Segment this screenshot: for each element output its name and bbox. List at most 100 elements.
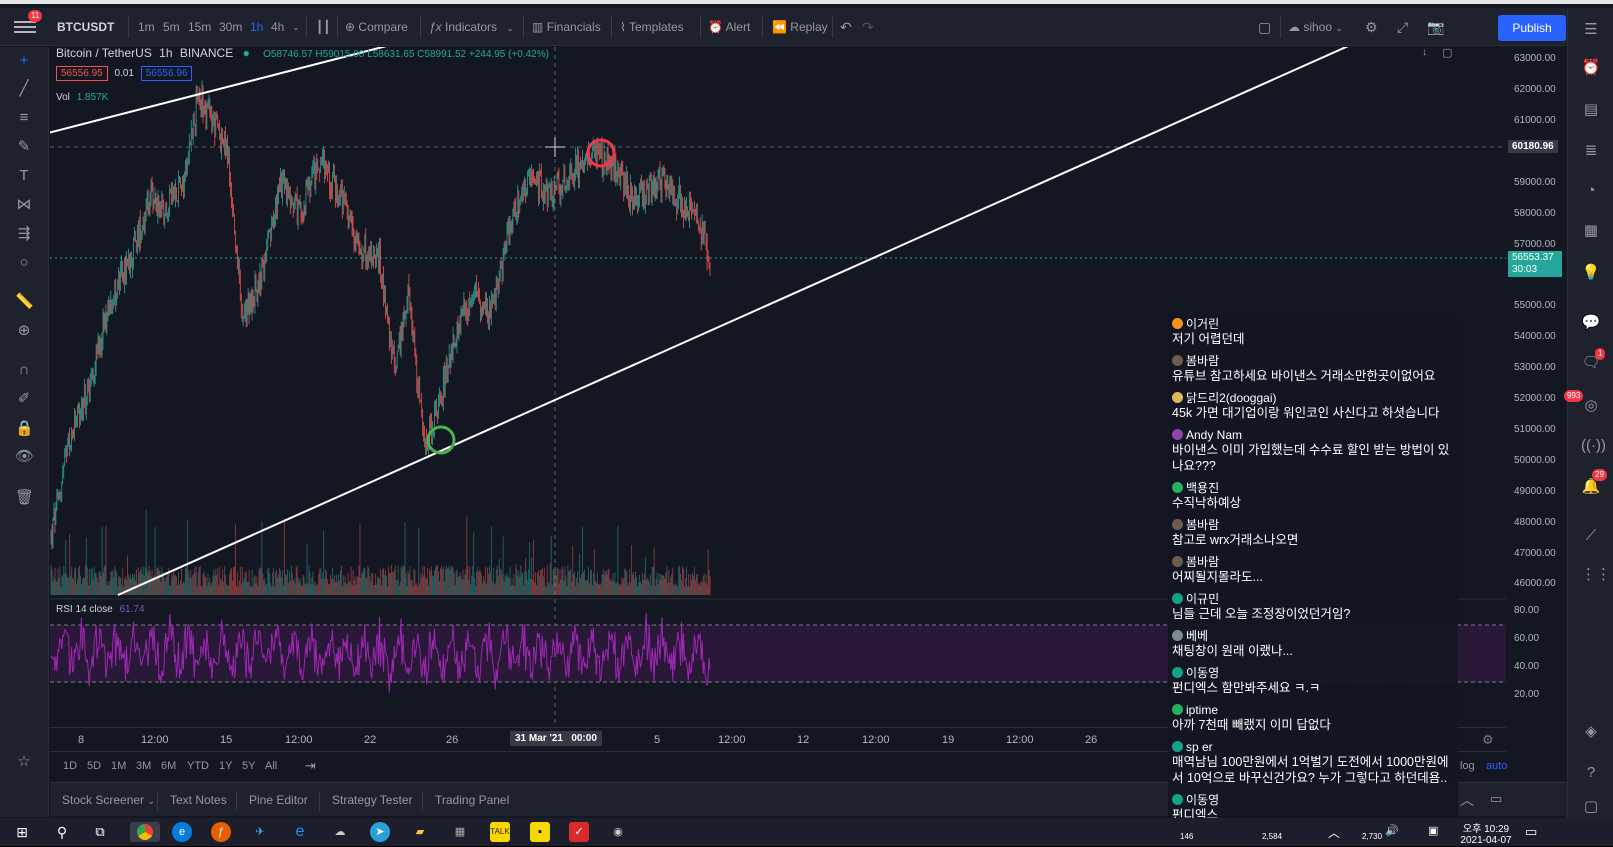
buy-price-button[interactable]: 56556.96 <box>140 66 193 81</box>
collapse-panel-icon[interactable]: ︿ <box>1460 792 1474 808</box>
interval-4h[interactable]: 4h <box>271 20 285 34</box>
file-explorer-icon[interactable]: ▰ <box>415 826 425 838</box>
ime-icon[interactable]: ▣ <box>1428 825 1439 837</box>
candle-style-icon[interactable]: ┃┃ <box>316 20 331 34</box>
calendar-icon[interactable]: ▦ <box>1583 222 1599 239</box>
stay-drawing-icon[interactable]: ✐ <box>17 390 31 407</box>
undo-icon[interactable]: ↶ <box>840 19 852 35</box>
range-1m[interactable]: 1M <box>111 760 127 772</box>
ie-icon[interactable]: e <box>295 823 305 840</box>
scroll-down-icon[interactable]: ↓ <box>1422 46 1428 58</box>
range-1d[interactable]: 1D <box>63 760 78 772</box>
chat-username[interactable]: 봄바람 <box>1172 554 1458 569</box>
range-5d[interactable]: 5D <box>87 760 102 772</box>
chat-username[interactable]: 이동영 <box>1172 792 1458 807</box>
search-icon[interactable]: ⚲ <box>56 824 68 840</box>
action-center-icon[interactable]: ▭ <box>1525 824 1538 839</box>
pattern-icon[interactable]: ⋈ <box>16 196 32 213</box>
dom-icon[interactable]: ⋮⋮ <box>1581 566 1611 583</box>
chrome-icon[interactable] <box>130 822 160 842</box>
star-icon[interactable]: ☆ <box>17 753 31 770</box>
shape-circle-icon[interactable]: ○ <box>19 254 29 271</box>
hamburger-menu-icon[interactable] <box>14 18 36 36</box>
red-app-icon[interactable]: ✓ <box>569 822 589 842</box>
tab-pine-editor[interactable]: Pine Editor <box>249 793 308 807</box>
range-6m[interactable]: 6M <box>161 760 177 772</box>
range-1y[interactable]: 1Y <box>219 760 233 772</box>
interval-dropdown-icon[interactable]: ⌄ <box>292 22 300 32</box>
symbol-search[interactable]: BTCUSDT <box>57 20 115 34</box>
prediction-icon[interactable]: ⇶ <box>17 225 31 242</box>
templates-button[interactable]: ⌇ Templates <box>620 17 684 37</box>
alerts-clock-icon[interactable]: ⏰ <box>1581 59 1601 76</box>
windows-start-icon[interactable]: ⊞ <box>16 824 28 840</box>
text-tool-icon[interactable]: T <box>19 167 29 184</box>
telegram-icon[interactable]: ➤ <box>370 822 390 842</box>
watchlist-icon[interactable]: ☰ <box>1584 21 1598 38</box>
replay-button[interactable]: ⏪ Replay <box>772 17 828 37</box>
hotlist-icon[interactable]: ◔ <box>1586 182 1596 199</box>
settings-gear-icon[interactable]: ⚙ <box>1365 19 1378 35</box>
fib-icon[interactable]: ≡ <box>19 109 29 126</box>
task-view-icon[interactable]: ⧉ <box>95 824 105 839</box>
publish-button[interactable]: Publish <box>1498 15 1566 41</box>
axis-settings-gear-icon[interactable]: ⚙ <box>1482 732 1494 747</box>
range-5y[interactable]: 5Y <box>242 760 256 772</box>
interval-30m[interactable]: 30m <box>219 20 243 34</box>
chat-username[interactable]: 이동영 <box>1172 665 1458 680</box>
chat-username[interactable]: 베베 <box>1172 628 1458 643</box>
compare-button[interactable]: ⊕ Compare <box>345 17 408 37</box>
tab-trading-panel[interactable]: Trading Panel <box>435 793 510 807</box>
financials-button[interactable]: ▥ Financials <box>532 17 601 37</box>
redo-icon[interactable]: ↷ <box>862 19 874 35</box>
range-ytd[interactable]: YTD <box>187 760 209 772</box>
streams-icon[interactable]: ◎ <box>1584 397 1598 414</box>
lock-icon[interactable]: 🔒 <box>15 420 34 437</box>
firefox-icon[interactable]: ƒ <box>211 822 231 842</box>
tab-text-notes[interactable]: Text Notes <box>170 793 227 807</box>
obs-icon[interactable]: ◉ <box>613 826 623 838</box>
bird-app-icon[interactable]: ✈ <box>255 826 265 838</box>
tray-chevron-icon[interactable]: ︿ <box>1328 826 1341 840</box>
chats-icon[interactable]: 💬 <box>1581 314 1601 331</box>
chat-username[interactable]: Andy Nam <box>1172 427 1458 442</box>
chat-username[interactable]: 봄바람 <box>1172 353 1458 368</box>
help-icon[interactable]: ? <box>1586 764 1596 781</box>
sell-price-button[interactable]: 56556.95 <box>56 66 108 81</box>
chat-username[interactable]: iptime <box>1172 702 1458 717</box>
indicators-button[interactable]: ƒx Indicators ⌄ <box>429 17 514 37</box>
maximize-pane-icon[interactable]: ▢ <box>1442 47 1453 59</box>
interval-1m[interactable]: 1m <box>138 20 155 34</box>
zoom-icon[interactable]: ⊕ <box>17 322 31 339</box>
feedback-icon[interactable]: ▢ <box>1583 798 1599 815</box>
crosshair-icon[interactable]: + <box>19 52 29 69</box>
time-axis[interactable]: 8 12:00 15 12:00 22 26 31 Mar '21 00:00 … <box>50 727 1506 751</box>
chat-username[interactable]: 닭드리2(dooggai) <box>1172 390 1458 405</box>
fullscreen-icon[interactable]: ⤢ <box>1397 19 1409 35</box>
data-window-icon[interactable]: ≣ <box>1584 142 1598 159</box>
speaker-icon[interactable]: 🔊 <box>1385 825 1399 837</box>
range-3m[interactable]: 3M <box>136 760 152 772</box>
auto-scale-toggle[interactable]: auto <box>1486 760 1508 772</box>
interval-15m[interactable]: 15m <box>188 20 212 34</box>
kakaotalk-icon[interactable]: TALK <box>490 822 510 842</box>
brush-icon[interactable]: ✎ <box>17 138 31 155</box>
broadcast-icon[interactable]: ((·)) <box>1581 437 1606 454</box>
interval-1h[interactable]: 1h <box>250 20 264 34</box>
news-icon[interactable]: ▤ <box>1583 101 1599 118</box>
camera-icon[interactable]: 📷 <box>1427 19 1445 35</box>
tab-stock-screener[interactable]: Stock Screener ⌄ <box>62 793 155 807</box>
edge-icon[interactable]: e <box>172 822 192 842</box>
ideas-lightbulb-icon[interactable]: 💡 <box>1581 264 1601 281</box>
chat-username[interactable]: sp er <box>1172 739 1458 754</box>
log-scale-toggle[interactable]: log <box>1460 760 1475 772</box>
sticky-notes-icon[interactable]: ▪ <box>530 822 550 842</box>
chat-username[interactable]: 백용진 <box>1172 480 1458 495</box>
interval-5m[interactable]: 5m <box>163 20 180 34</box>
cloud-user-button[interactable]: ☁ sihoo ⌄ <box>1288 17 1343 37</box>
goto-date-icon[interactable]: ⇥ <box>305 758 316 773</box>
clock[interactable]: 오후 10:29 2021-04-07 <box>1456 820 1516 846</box>
maximize-panel-icon[interactable]: ▭ <box>1490 791 1503 806</box>
chat-username[interactable]: 이규민 <box>1172 591 1458 606</box>
layers-icon[interactable]: ◈ <box>1585 723 1597 740</box>
